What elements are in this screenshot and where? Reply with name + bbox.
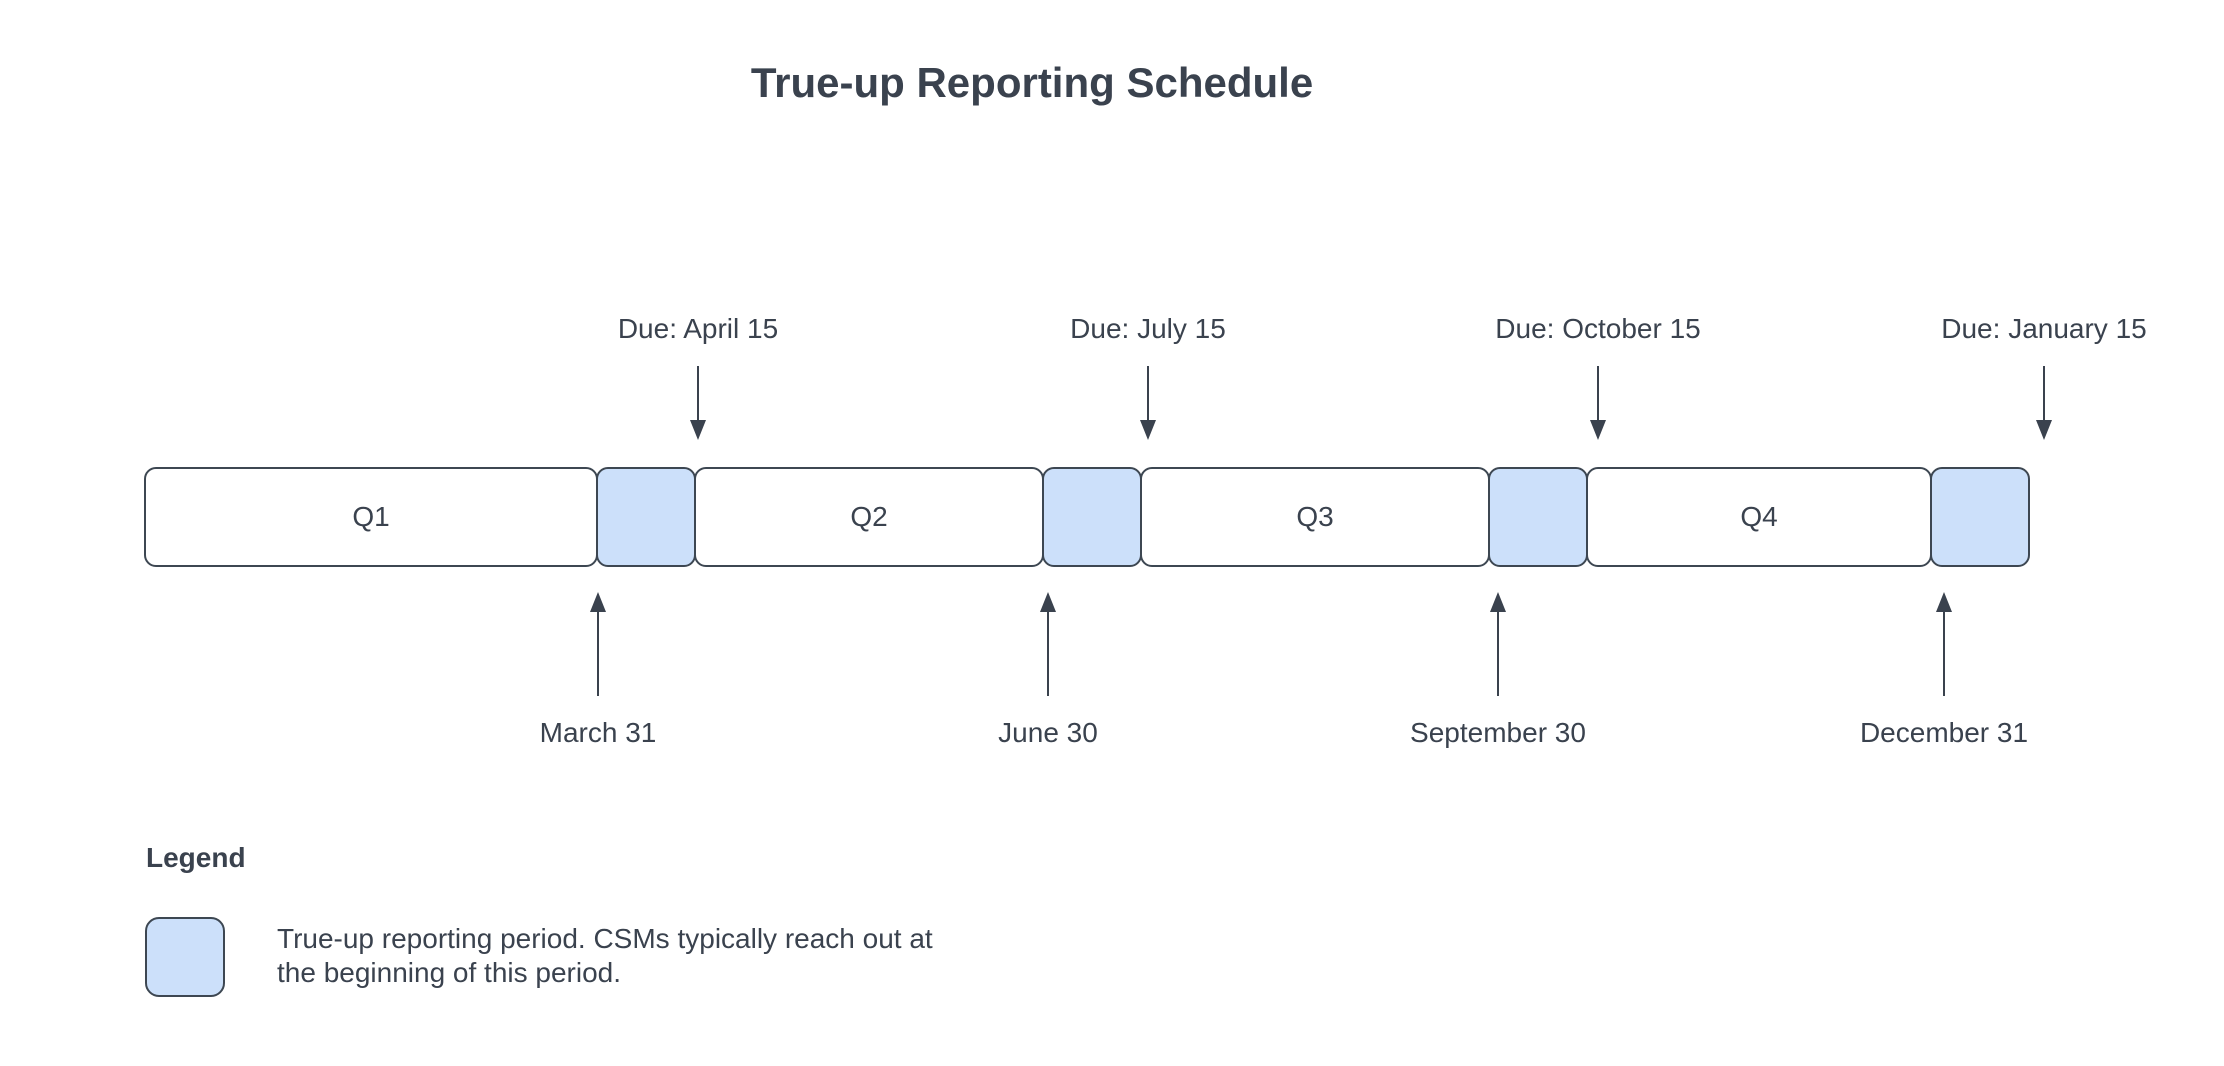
- quarter-end-date-label: September 30: [1410, 717, 1586, 748]
- arrow-up-icon: [1490, 592, 1506, 696]
- quarter-label: Q3: [1296, 501, 1334, 532]
- trueup-period-segment: [1488, 467, 1588, 567]
- timeline-bar: Q1 Q2 Q3 Q4: [144, 467, 2030, 567]
- arrow-up-icon: [590, 592, 606, 696]
- quarter-end-date-label: March 31: [539, 717, 657, 748]
- page-title: True-up Reporting Schedule: [750, 59, 1314, 106]
- quarter-label: Q2: [850, 501, 888, 532]
- quarter-segment-q1: Q1: [144, 467, 598, 567]
- arrow-up-icon: [1040, 592, 1056, 696]
- trueup-period-segment: [1042, 467, 1142, 567]
- trueup-period-segment: [596, 467, 696, 567]
- quarter-segment-q2: Q2: [694, 467, 1044, 567]
- arrow-down-icon: [1140, 366, 1156, 440]
- quarter-label: Q4: [1740, 501, 1778, 532]
- quarter-label: Q1: [352, 501, 390, 532]
- due-date-label: Due: October 15: [1495, 313, 1701, 344]
- arrow-down-icon: [690, 366, 706, 440]
- quarter-segment-q3: Q3: [1140, 467, 1490, 567]
- quarter-end-date-label: December 31: [1859, 717, 2029, 748]
- trueup-period-segment: [1930, 467, 2030, 567]
- legend-heading: Legend: [146, 842, 246, 873]
- due-date-label: Due: January 15: [1941, 313, 2147, 344]
- trueup-period-swatch: [145, 917, 225, 997]
- arrow-down-icon: [1590, 366, 1606, 440]
- due-date-label: Due: July 15: [1070, 313, 1226, 344]
- quarter-end-date-label: June 30: [998, 717, 1098, 748]
- quarter-segment-q4: Q4: [1586, 467, 1932, 567]
- legend-item-description: True-up reporting period. CSMs typically…: [277, 923, 933, 988]
- arrow-down-icon: [2036, 366, 2052, 440]
- arrow-up-icon: [1936, 592, 1952, 696]
- due-date-label: Due: April 15: [617, 313, 779, 344]
